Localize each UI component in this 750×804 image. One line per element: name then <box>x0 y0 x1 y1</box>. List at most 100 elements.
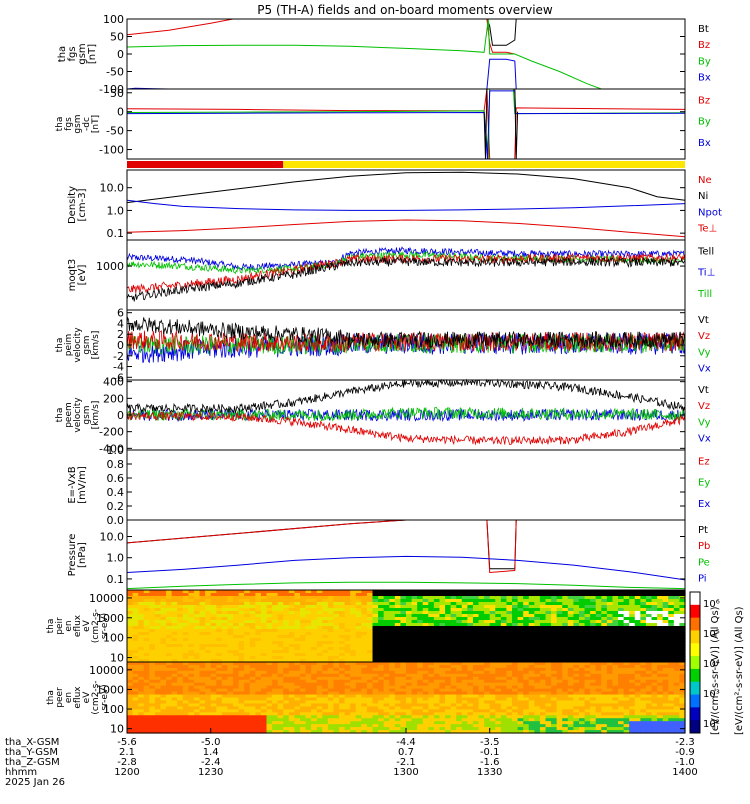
legend-entry-Till: Till <box>697 289 712 300</box>
y-tick-label: -50 <box>106 125 124 138</box>
series-Te⊥ <box>127 254 685 293</box>
legend-entry-By: By <box>698 117 711 128</box>
legend-entry-Npot: Npot <box>698 207 722 218</box>
y-tick-label: 0.1 <box>107 573 125 586</box>
legend-entry-Tell: Tell <box>697 246 714 257</box>
series-Vt <box>127 380 685 413</box>
panel-temperature: 1000 moqt3[eV] Tell Ti⊥ Till <box>67 240 715 310</box>
legend-entry-Ez: Ez <box>698 456 710 467</box>
y-axis-label: E=-VxB[mV/m] <box>67 466 88 504</box>
y-tick-label: 0 <box>117 106 124 119</box>
series-Bx <box>127 91 685 159</box>
y-axis-label-line: sr-eV) <box>100 684 110 710</box>
legend-entry-Pe: Pe <box>698 557 710 568</box>
y-tick-label: -100 <box>99 144 124 157</box>
y-tick-label: 100 <box>103 13 124 26</box>
legend-entry-Ti⊥: Ti⊥ <box>697 268 715 279</box>
series-Bx <box>127 59 685 89</box>
y-tick-label: 10.0 <box>100 182 125 195</box>
y-axis-label: moqt3[eV] <box>67 259 88 292</box>
y-axis-label-line: [eV] <box>77 265 88 286</box>
y-axis-label-line: [cm-3] <box>77 188 88 221</box>
y-axis-label-line: [km/s] <box>91 401 101 430</box>
panel-frame <box>127 19 685 89</box>
spectrogram <box>127 590 686 663</box>
y-ticks: 10.0 1.0 0.1 <box>100 182 686 240</box>
legend-entry-Pi: Pi <box>698 574 707 585</box>
y-axis-label-line: sr-eV) <box>100 613 110 639</box>
y-tick-label: 50 <box>110 87 124 100</box>
y-tick-label: 1.0 <box>107 204 125 217</box>
y-axis-label-line: [nT] <box>87 44 98 64</box>
y-tick-label: 0.1 <box>107 227 125 240</box>
legend-entry-Vt: Vt <box>698 315 709 326</box>
series-Npot <box>127 200 685 210</box>
y-tick-label: -200 <box>99 426 124 439</box>
x-axis-value: 1230 <box>198 767 223 778</box>
x-axis-value: 1400 <box>672 767 697 778</box>
y-tick-label: -50 <box>106 66 124 79</box>
panel-frame <box>127 89 685 159</box>
y-tick-label: 0.6 <box>107 472 125 485</box>
y-ticks: 10.01.00.1 <box>100 531 686 586</box>
legend-entry-Bt: Bt <box>698 24 709 35</box>
x-axis-value: 1300 <box>393 767 418 778</box>
y-tick-label: 0.4 <box>107 486 125 499</box>
legend: Vt Vz Vy Vx <box>698 315 711 375</box>
legend-entry-Te⊥: Te⊥ <box>697 224 717 235</box>
series-By <box>127 89 685 159</box>
legend-entry-Ni: Ni <box>698 191 708 202</box>
legend-entry-Vz: Vz <box>698 331 710 342</box>
y-tick-label: 10000 <box>89 592 124 605</box>
legend-entry-Vy: Vy <box>698 347 711 358</box>
plot-title: P5 (TH-A) fields and on-board moments ov… <box>257 3 553 17</box>
mode-bar-segment <box>283 161 685 168</box>
mode-bar-segment <box>127 161 283 168</box>
panel-frame <box>127 450 685 520</box>
y-tick-label: 1000 <box>96 260 124 273</box>
legend-entry-Vy: Vy <box>698 417 711 428</box>
series-Pi <box>127 556 685 580</box>
series-Pe <box>127 582 685 588</box>
y-tick-label: 0 <box>117 48 124 61</box>
legend-entry-Ey: Ey <box>698 478 710 489</box>
colorbar-label: [eV/(cm²-s-sr-eV)] (All Qs) <box>734 606 745 735</box>
mode-bar <box>127 161 685 168</box>
spectrogram <box>127 662 686 734</box>
date-label: 2025 Jan 26 <box>5 777 65 788</box>
y-tick-label: 0.0 <box>107 514 125 527</box>
legend-entry-Pb: Pb <box>698 541 710 552</box>
legend-entry-Bz: Bz <box>698 95 710 106</box>
y-tick-label: 400 <box>103 376 124 389</box>
y-tick-label: 10 <box>110 723 124 736</box>
series-Ne <box>127 220 685 237</box>
legend-entry-Bx: Bx <box>698 73 711 84</box>
y-axis-label-line: [nT] <box>91 115 101 133</box>
colorbar-label: [eV/(cm²-s-sr-eV)] (All Qs) <box>710 606 721 735</box>
y-axis-label: Density[cm-3] <box>67 186 88 224</box>
y-axis-label: Pressure[nPa] <box>67 534 88 577</box>
series-Bz <box>127 19 515 54</box>
y-axis-label-line: [nPa] <box>77 542 88 568</box>
y-tick-label: 10.0 <box>100 531 125 544</box>
legend-entry-Vx: Vx <box>698 364 711 375</box>
legend-entry-By: By <box>698 56 711 67</box>
y-tick-label: 10000 <box>89 664 124 677</box>
